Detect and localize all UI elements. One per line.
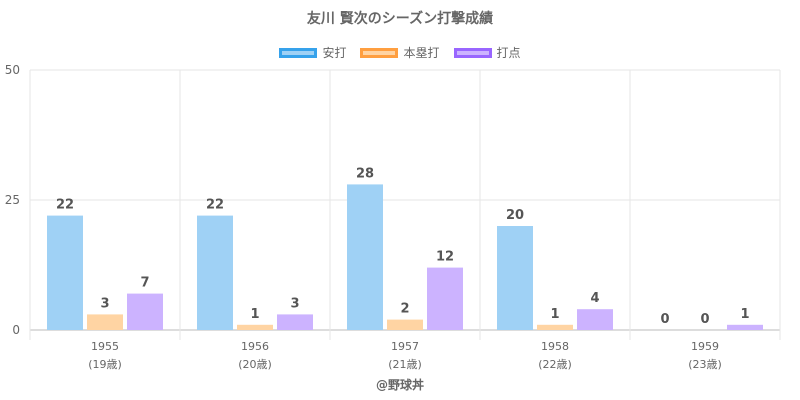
bar xyxy=(277,314,313,330)
bar-value-label: 1 xyxy=(250,307,259,322)
legend-label-rbi: 打点 xyxy=(496,46,521,60)
bar-value-label: 28 xyxy=(356,166,374,181)
bar-value-label: 3 xyxy=(100,296,109,311)
x-tick-label: 1956 xyxy=(241,340,269,353)
y-tick-label: 0 xyxy=(12,323,20,337)
bar-value-label: 1 xyxy=(550,307,559,322)
legend-swatch-homeruns xyxy=(360,47,399,58)
bar xyxy=(427,267,463,330)
bar-value-label: 12 xyxy=(436,250,454,265)
bar xyxy=(577,309,613,330)
bar-value-label: 2 xyxy=(400,302,409,317)
x-tick-sublabel: (21歳) xyxy=(388,358,422,371)
legend-swatch-rbi xyxy=(453,47,492,58)
bar xyxy=(727,324,763,330)
x-tick-sublabel: (22歳) xyxy=(538,358,572,371)
bar xyxy=(237,324,273,330)
legend-swatch-hits xyxy=(279,47,318,58)
x-tick-sublabel: (23歳) xyxy=(688,358,722,371)
legend-label-hits: 安打 xyxy=(322,46,347,60)
bar-value-label: 0 xyxy=(700,312,709,327)
x-tick-label: 1959 xyxy=(691,340,719,353)
bar xyxy=(87,314,123,330)
legend-item-rbi[interactable]: 打点 xyxy=(453,44,521,61)
bar xyxy=(47,215,83,330)
bar-value-label: 7 xyxy=(140,276,149,291)
bar xyxy=(197,215,233,330)
bar-value-label: 4 xyxy=(590,291,599,306)
bar xyxy=(127,293,163,330)
legend-item-homeruns[interactable]: 本塁打 xyxy=(360,44,440,61)
x-tick-sublabel: (19歳) xyxy=(88,358,122,371)
chart-title: 友川 賢次のシーズン打撃成績 xyxy=(306,11,494,27)
y-tick-label: 25 xyxy=(5,193,20,207)
x-tick-label: 1957 xyxy=(391,340,419,353)
legend-label-homeruns: 本塁打 xyxy=(403,46,440,60)
bar-value-label: 3 xyxy=(290,296,299,311)
bar-value-label: 22 xyxy=(206,198,224,213)
footer-credit: @野球丼 xyxy=(375,378,424,392)
bar-value-label: 20 xyxy=(506,208,524,223)
legend: 安打 本塁打 打点 xyxy=(0,44,800,61)
x-tick-label: 1955 xyxy=(91,340,119,353)
x-tick-sublabel: (20歳) xyxy=(238,358,272,371)
bar xyxy=(497,226,533,330)
legend-item-hits[interactable]: 安打 xyxy=(279,44,346,61)
y-tick-label: 50 xyxy=(5,63,20,77)
x-tick-label: 1958 xyxy=(541,340,569,353)
bar-value-label: 0 xyxy=(660,312,669,327)
bar-value-label: 22 xyxy=(56,198,74,213)
bar-value-label: 1 xyxy=(740,307,749,322)
bar xyxy=(347,184,383,330)
bar xyxy=(537,324,573,330)
bar xyxy=(387,319,423,330)
